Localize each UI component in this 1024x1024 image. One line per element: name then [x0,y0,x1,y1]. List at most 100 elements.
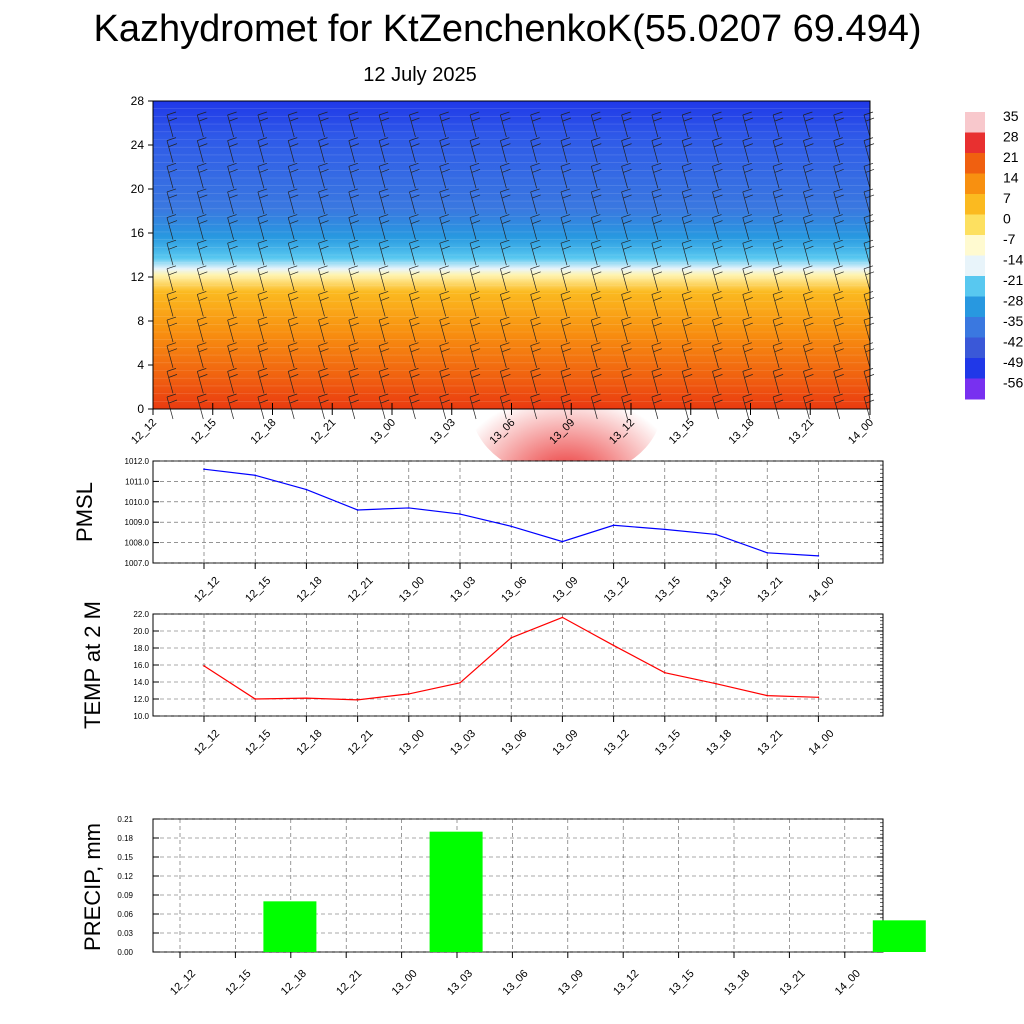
wind-barb-shaft [742,140,750,163]
wind-barb-flag [772,368,783,372]
wind-barb-shaft [742,217,750,240]
wind-barb-flag [500,316,510,321]
wind-barb-flag [560,188,571,193]
wind-barb-flag [379,239,389,244]
wind-barb-flag [742,137,752,141]
precip-xtick-label: 13_06 [500,968,530,998]
wind-barb-flag [381,143,390,147]
wind-barb-flag [441,374,450,378]
wind-barb-flag [560,239,571,244]
wind-barb-flag [835,399,844,404]
wind-barb-flag [166,137,177,141]
wind-barb-flag [168,297,178,301]
precip-bar [872,920,926,952]
wind-barb-flag [411,271,420,276]
wind-barb-flag [168,374,178,378]
wind-barb-flag [259,271,269,276]
wind-barb-shaft [439,114,447,138]
wind-barb-flag [562,399,572,404]
temp-ytick-label: 14.0 [133,678,149,687]
wind-barb-shaft [530,191,537,215]
wind-barb-flag [168,220,178,224]
wind-barb-shaft [742,294,750,317]
wind-barb-flag [320,245,329,250]
wind-barb-flag [318,265,328,270]
xsec-xtick-label: 13_03 [428,417,458,447]
precip-xtick-label: 13_15 [667,968,697,998]
temp-data-point [510,637,512,639]
wind-barb-flag [772,239,783,244]
wind-barb-flag [591,137,601,141]
wind-barb-flag [530,137,540,141]
wind-barb-flag [744,374,753,378]
xsec-xtick-label: 12_21 [308,417,338,447]
precip-ytick-label: 0.15 [117,853,133,862]
wind-barb-flag [227,368,237,372]
wind-barb-flag [621,368,631,372]
wind-barb-flag [744,143,753,147]
wind-barb-flag [653,168,662,173]
wind-barb-flag [863,265,874,270]
wind-barb-flag [684,322,693,327]
wind-barb-flag [712,291,722,295]
precip-xtick-label: 13_00 [390,968,420,998]
wind-barb-flag [744,322,753,327]
colorbar-swatch [965,112,985,133]
wind-barb-flag [320,348,329,353]
wind-barb-shaft [257,217,265,240]
wind-barb-shaft [378,217,386,240]
wind-barb-shaft [166,166,174,189]
wind-barb-shaft [560,166,568,189]
wind-barb-flag [441,220,450,224]
wind-barb-shaft [651,166,659,189]
pmsl-xtick-label: 14_00 [806,575,836,605]
wind-barb-flag [257,214,268,218]
xsec-xtick-label: 12_15 [189,417,219,447]
wind-barb-flag [530,188,540,193]
wind-barb-flag [199,271,208,276]
temp-data-point [612,644,615,647]
wind-barb-flag [805,297,814,301]
wind-barb-shaft [196,319,204,343]
wind-barb-flag [318,393,328,398]
wind-barb-flag [257,111,268,116]
wind-barb-shaft [196,345,204,368]
wind-barb-shaft [439,191,447,215]
wind-barb-shaft [196,294,204,317]
wind-barb-shaft [166,345,174,368]
wind-barb-shaft [348,396,356,420]
wind-barb-flag [168,143,178,147]
wind-barb-flag [803,111,813,116]
pmsl-xtick-label: 13_18 [704,575,734,605]
wind-barb-flag [712,214,722,218]
pmsl-data-point [664,528,666,531]
wind-barb-shaft [196,243,204,266]
wind-barb-shaft [166,396,174,420]
wind-barb-shaft [227,319,234,343]
wind-barb-flag [381,245,390,250]
wind-barb-flag [227,342,237,347]
wind-barb-flag [229,399,238,404]
wind-barb-shaft [681,268,689,291]
wind-barb-shaft [772,396,780,420]
wind-barb-flag [469,342,480,347]
wind-barb-flag [593,399,602,404]
wind-barb-shaft [348,319,356,343]
wind-barb-flag [229,245,238,250]
wind-barb-flag [439,111,449,116]
wind-barb-shaft [560,140,568,163]
precip-xtick-label: 12_18 [279,968,309,998]
wind-barb-shaft [712,166,719,189]
wind-barb-flag [560,393,571,398]
wind-barb-flag [199,245,208,250]
wind-barb-shaft [409,217,416,240]
wind-barb-flag [441,168,450,173]
temp-ytick-label: 12.0 [133,695,149,704]
wind-barb-flag [772,162,783,167]
pmsl-ylabel: PMSL [72,482,97,542]
wind-barb-flag [350,168,359,173]
wind-barb-flag [593,297,602,301]
wind-barb-flag [562,348,572,353]
wind-barb-flag [593,271,602,276]
wind-barb-shaft [651,268,659,291]
